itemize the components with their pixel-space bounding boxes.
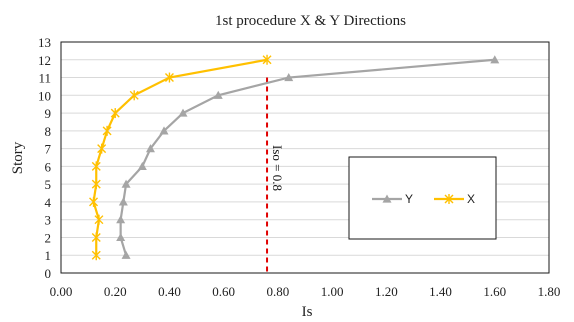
x-tick-label: 0.00	[50, 284, 73, 299]
plot-area	[60, 41, 550, 274]
triangle-marker	[116, 215, 126, 224]
x-axis-title: Is	[302, 304, 313, 320]
x-tick-label: 0.80	[267, 284, 290, 299]
y-tick-label: 0	[45, 266, 52, 281]
x-tick-label: 1.20	[375, 284, 398, 299]
triangle-marker	[145, 144, 155, 153]
series-x	[89, 54, 272, 261]
triangle-marker	[118, 197, 128, 206]
star-marker	[129, 90, 139, 101]
chart-title: 1st procedure X & Y Directions	[215, 13, 406, 29]
triangle-marker	[159, 126, 169, 135]
y-tick-label: 9	[45, 106, 52, 121]
y-tick-label: 8	[45, 124, 52, 139]
legend-item-x: X	[434, 192, 475, 206]
star-marker	[91, 179, 101, 190]
y-tick-label: 7	[45, 142, 52, 157]
plot-border	[60, 41, 550, 274]
star-marker	[110, 108, 120, 119]
x-tick-label: 1.80	[538, 284, 561, 299]
star-marker	[89, 196, 99, 207]
y-tick-label: 13	[38, 35, 51, 50]
star-marker	[444, 194, 454, 204]
star-marker	[262, 54, 272, 65]
series-group	[89, 54, 500, 261]
star-marker	[102, 125, 112, 136]
y-tick-label: 3	[45, 213, 52, 228]
y-tick-label: 10	[38, 88, 51, 103]
triangle-marker	[121, 250, 131, 259]
star-marker	[91, 161, 101, 172]
star-marker	[97, 143, 107, 154]
x-tick-label: 0.20	[104, 284, 127, 299]
y-tick-label: 1	[45, 248, 52, 263]
x-tick-label: 1.00	[321, 284, 344, 299]
star-marker	[94, 214, 104, 225]
legend-label: X	[467, 192, 475, 206]
triangle-marker	[490, 55, 500, 64]
y-tick-label: 12	[38, 53, 51, 68]
x-tick-label: 1.40	[429, 284, 452, 299]
y-tick-label: 11	[38, 71, 51, 86]
triangle-marker	[284, 73, 294, 82]
star-marker	[91, 232, 101, 243]
y-tick-label: 2	[45, 230, 52, 245]
triangle-marker	[382, 194, 392, 203]
series-y	[116, 55, 500, 259]
y-tick-label: 5	[45, 177, 52, 192]
triangle-marker	[137, 161, 147, 170]
triangle-marker	[213, 90, 223, 99]
reference-line-label: Iso = 0.8	[270, 145, 285, 191]
triangle-marker	[178, 108, 188, 117]
triangle-marker	[121, 179, 131, 188]
x-tick-labels: 0.00 0.20 0.40 0.60 0.80 1.00 1.20 1.40 1.60 1.80	[50, 284, 561, 299]
reference-line-group: Iso = 0.8	[266, 77, 285, 273]
star-marker	[91, 250, 101, 261]
legend-item-y: Y	[372, 192, 413, 206]
y-tick-label: 4	[45, 195, 52, 210]
y-axis-title: Story	[10, 141, 26, 174]
x-tick-label: 0.60	[212, 284, 235, 299]
y-tick-label: 6	[45, 159, 52, 174]
x-tick-label: 0.40	[158, 284, 181, 299]
legend-label: Y	[405, 192, 413, 206]
star-marker	[164, 72, 174, 83]
triangle-marker	[116, 232, 126, 242]
x-tick-label: 1.60	[483, 284, 506, 299]
